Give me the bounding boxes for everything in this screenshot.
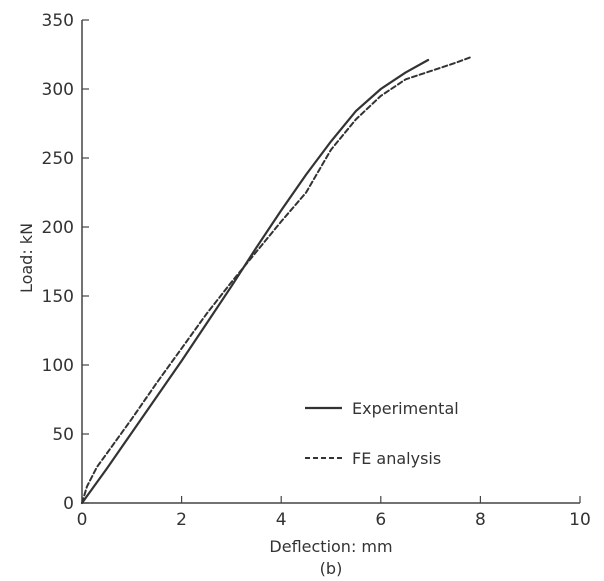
y-tick-label: 100 (42, 356, 74, 376)
y-tick-label: 350 (42, 11, 74, 31)
x-axis-title: Deflection: mm (269, 537, 392, 556)
y-tick-label: 50 (52, 425, 74, 445)
chart-caption: (b) (320, 559, 343, 578)
legend-label: Experimental (352, 399, 459, 418)
legend-label: FE analysis (352, 449, 441, 468)
y-tick-label: 300 (42, 80, 74, 100)
x-tick-label: 2 (176, 510, 187, 530)
x-tick-label: 6 (375, 510, 386, 530)
y-tick-label: 0 (63, 494, 74, 514)
axes (81, 20, 580, 504)
x-tick-label: 10 (569, 510, 591, 530)
y-tick-label: 250 (42, 149, 74, 169)
x-tick-label: 8 (475, 510, 486, 530)
x-tick-label: 4 (276, 510, 287, 530)
legend: Experimental FE analysis (305, 399, 459, 468)
series-line-fe-analysis (81, 56, 472, 504)
series-layer (80, 56, 472, 505)
series-line-experimental (80, 58, 430, 505)
y-axis-title: Load: kN (17, 223, 36, 293)
x-tick-label: 0 (77, 510, 88, 530)
y-tick-label: 200 (42, 218, 74, 238)
y-tick-label: 150 (42, 287, 74, 307)
